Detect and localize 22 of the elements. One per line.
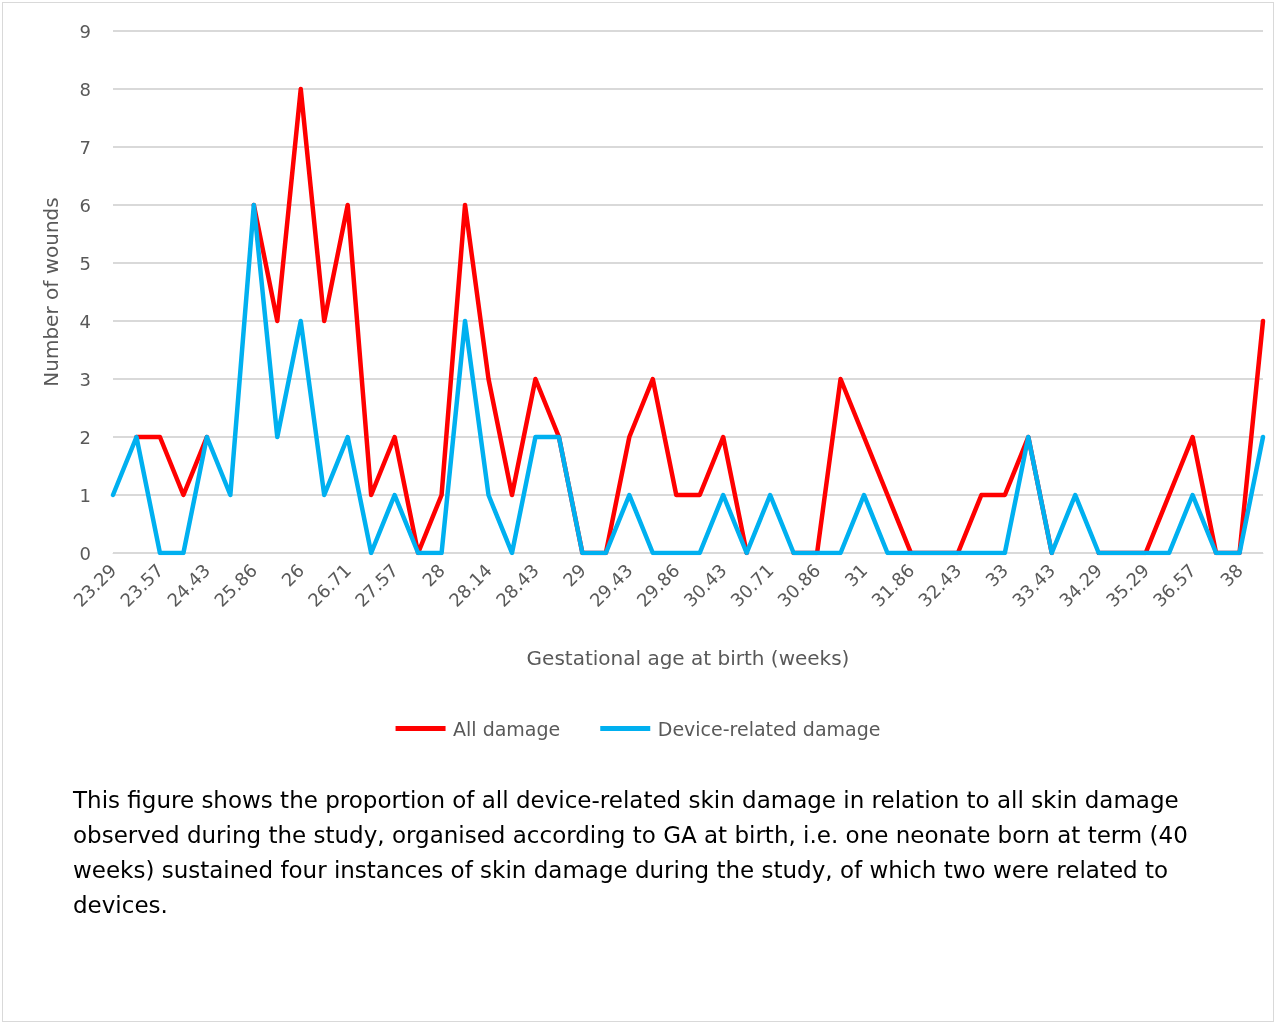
text: This figure shows the proportion of all device-related skin damage in relation to all skin damage observed during the study, organised according to GA at birth, i.e. one neonate born at term (40 weeks) sustained four instances of skin damage during the study, of which two were related to devices.: [73, 786, 1189, 920]
y-tick-label: 6: [79, 194, 91, 216]
y-tick-label: 1: [79, 484, 91, 506]
legend-label: All damage: [453, 717, 561, 740]
x-axis-title: Gestational age at birth (weeks): [526, 646, 850, 670]
y-tick-label: 4: [79, 310, 91, 332]
y-tick-label: 0: [79, 542, 91, 564]
x-tick-label: 29: [558, 559, 590, 591]
y-tick-label: 9: [79, 20, 91, 42]
y-tick-label: 7: [79, 136, 91, 158]
y-tick-label: 5: [79, 252, 91, 274]
x-tick-label: 26: [277, 559, 309, 591]
line-series: [110, 202, 1266, 556]
x-tick-label: 33: [981, 559, 1013, 591]
x-tick-label: 28: [417, 559, 449, 591]
legend-label: Device-related damage: [657, 717, 881, 740]
y-tick-label: 2: [79, 426, 91, 448]
x-tick-label: 38: [1215, 559, 1247, 591]
y-axis-title: Number of wounds: [39, 197, 63, 387]
y-tick-label: 8: [79, 78, 91, 100]
y-tick-label: 3: [79, 368, 91, 390]
x-tick-label: 31: [840, 559, 872, 591]
